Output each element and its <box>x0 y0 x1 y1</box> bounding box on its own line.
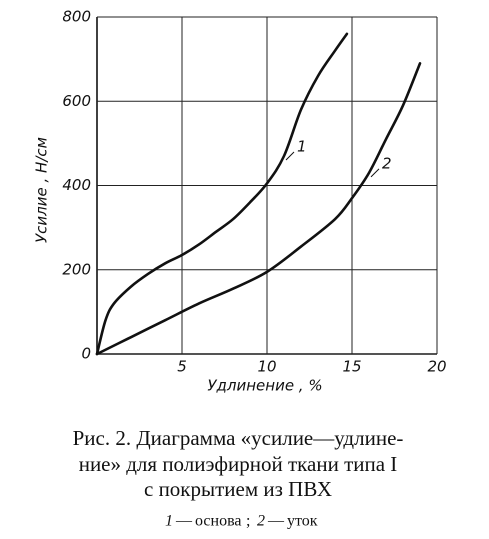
y-tick-label: 0 <box>81 345 91 363</box>
caption-line: ние» для полиэфирной ткани типа I <box>79 452 398 476</box>
legend-dash: — <box>267 513 285 530</box>
y-tick-label: 400 <box>62 176 91 194</box>
legend-entry: уток <box>287 513 318 530</box>
x-tick-label: 10 <box>257 358 276 376</box>
y-tick-label: 800 <box>62 8 91 26</box>
legend-dash: — <box>175 513 193 530</box>
caption-line: с покрытием из ПВХ <box>144 477 332 501</box>
x-tick-label: 5 <box>177 358 187 376</box>
legend: 1 — основа ; 2 — уток <box>165 513 318 530</box>
line-series <box>95 62 422 356</box>
legend-key: 2 <box>257 513 265 530</box>
caption-line: Рис. 2. Диаграмма «усилие—удлине- <box>73 426 404 450</box>
legend-separator: ; <box>246 513 250 530</box>
curve-label-leader <box>370 168 380 178</box>
curve-label-leader <box>285 151 295 161</box>
curve-label: 1 <box>297 138 307 156</box>
x-tick-label: 20 <box>427 358 446 376</box>
curve-label: 2 <box>382 154 392 172</box>
legend-entry: основа <box>195 513 242 530</box>
x-axis-label: Удлинение , % <box>207 377 322 395</box>
line-series <box>95 32 349 356</box>
legend-key: 1 <box>165 513 173 530</box>
y-tick-label: 600 <box>62 92 91 110</box>
y-axis-label: Усилие , Н/см <box>33 137 51 243</box>
y-tick-label: 200 <box>62 260 91 278</box>
x-tick-label: 15 <box>342 358 361 376</box>
